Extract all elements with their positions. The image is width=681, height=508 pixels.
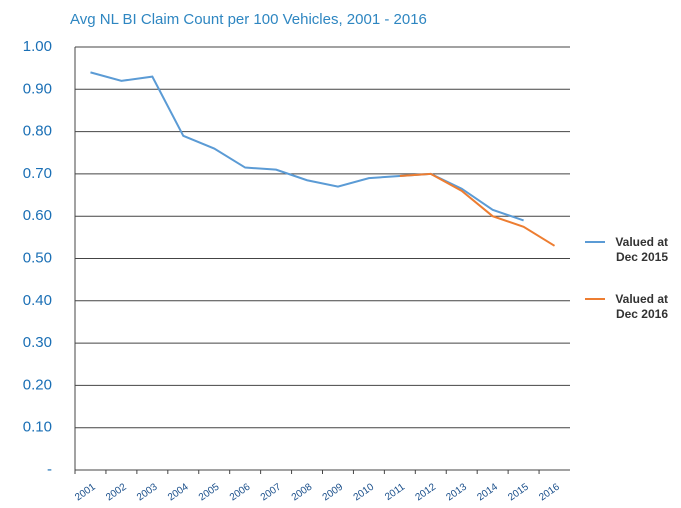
y-tick-label: 0.90 <box>23 80 52 97</box>
y-tick-label: 0.40 <box>23 292 52 309</box>
y-tick-label: 1.00 <box>23 38 52 55</box>
series-line <box>90 71 524 222</box>
y-tick-label: 0.80 <box>23 123 52 140</box>
legend-label: Valued at Dec 2016 <box>615 292 668 321</box>
x-tick-label: 2002 <box>104 481 129 503</box>
x-tick-label: 2015 <box>506 481 531 503</box>
x-tick-label: 2008 <box>290 481 315 503</box>
x-tick-label: 2016 <box>537 481 562 503</box>
x-tick-label: 2009 <box>321 481 346 503</box>
x-tick-label: 2010 <box>352 481 377 503</box>
x-tick-label: 2007 <box>259 481 284 503</box>
x-tick-label: 2006 <box>228 481 253 503</box>
y-tick-label: 0.20 <box>23 376 52 393</box>
x-tick-label: 2005 <box>197 481 222 503</box>
x-tick-label: 2003 <box>135 481 160 503</box>
x-tick-label: 2011 <box>383 481 407 503</box>
x-tick-label: 2004 <box>166 481 191 503</box>
x-tick-label: 2001 <box>73 481 98 503</box>
x-tick-label: 2013 <box>444 481 469 503</box>
series-line <box>399 172 556 247</box>
x-tick-label: 2012 <box>413 481 438 503</box>
y-tick-label: 0.30 <box>23 334 52 351</box>
chart-title: Avg NL BI Claim Count per 100 Vehicles, … <box>70 11 427 28</box>
y-tick-label: 0.60 <box>23 207 52 224</box>
y-tick-label: 0.50 <box>23 249 52 266</box>
legend-label: Valued at Dec 2015 <box>615 235 668 264</box>
x-tick-label: 2014 <box>475 481 500 503</box>
y-tick-label: 0.10 <box>23 419 52 436</box>
y-tick-label: 0.70 <box>23 165 52 182</box>
y-tick-label: - <box>47 461 52 478</box>
